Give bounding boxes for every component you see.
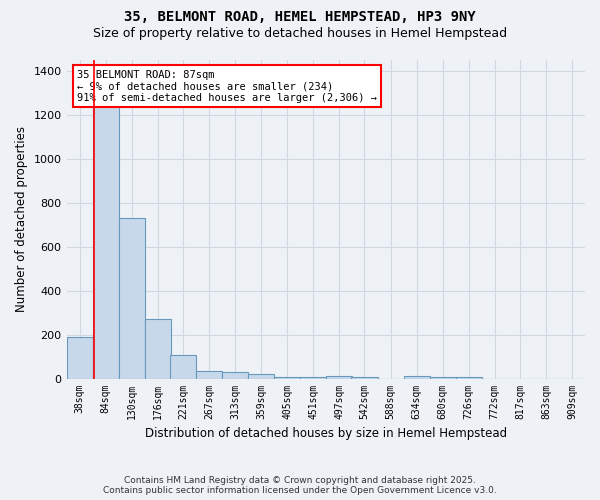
- Bar: [119, 218, 145, 378]
- X-axis label: Distribution of detached houses by size in Hemel Hempstead: Distribution of detached houses by size …: [145, 427, 507, 440]
- Bar: [222, 372, 248, 378]
- Text: Contains HM Land Registry data © Crown copyright and database right 2025.
Contai: Contains HM Land Registry data © Crown c…: [103, 476, 497, 495]
- Text: 35, BELMONT ROAD, HEMEL HEMPSTEAD, HP3 9NY: 35, BELMONT ROAD, HEMEL HEMPSTEAD, HP3 9…: [124, 10, 476, 24]
- Bar: [67, 337, 92, 378]
- Y-axis label: Number of detached properties: Number of detached properties: [15, 126, 28, 312]
- Bar: [248, 374, 274, 378]
- Bar: [145, 319, 170, 378]
- Bar: [404, 376, 430, 378]
- Bar: [196, 371, 222, 378]
- Text: 35 BELMONT ROAD: 87sqm
← 9% of detached houses are smaller (234)
91% of semi-det: 35 BELMONT ROAD: 87sqm ← 9% of detached …: [77, 70, 377, 103]
- Bar: [274, 377, 300, 378]
- Bar: [170, 356, 196, 378]
- Text: Size of property relative to detached houses in Hemel Hempstead: Size of property relative to detached ho…: [93, 28, 507, 40]
- Bar: [92, 93, 119, 378]
- Bar: [326, 376, 352, 378]
